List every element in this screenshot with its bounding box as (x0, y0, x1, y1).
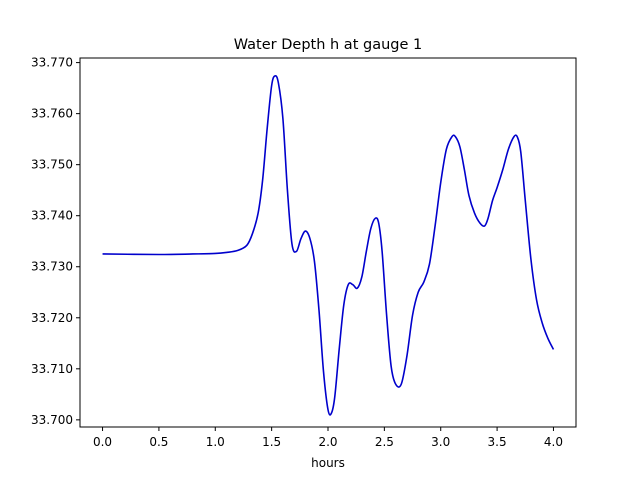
x-tick-label: 2.0 (318, 435, 337, 449)
y-tick-label: 33.770 (31, 56, 73, 70)
x-tick-label: 3.0 (431, 435, 450, 449)
y-tick-label: 33.700 (31, 413, 73, 427)
x-axis: 0.0 0.5 1.0 1.5 2.0 2.5 3.0 3.5 4.0 (93, 427, 563, 449)
x-tick-label: 3.5 (488, 435, 507, 449)
x-axis-label: hours (311, 456, 345, 470)
x-tick-label: 1.5 (262, 435, 281, 449)
x-tick-label: 0.5 (149, 435, 168, 449)
x-tick-label: 2.5 (375, 435, 394, 449)
y-tick-label: 33.750 (31, 158, 73, 172)
y-tick-label: 33.730 (31, 260, 73, 274)
y-tick-label: 33.720 (31, 311, 73, 325)
y-axis: 33.700 33.710 33.720 33.730 33.740 33.750 33.7… (31, 56, 80, 427)
chart-title: Water Depth h at gauge 1 (234, 37, 422, 53)
x-tick-label: 4.0 (544, 435, 563, 449)
series-layer (102, 74, 555, 416)
x-tick-label: 0.0 (93, 435, 112, 449)
series-line-0 (102, 74, 555, 416)
y-tick-label: 33.760 (31, 107, 73, 121)
y-tick-label: 33.740 (31, 209, 73, 223)
y-tick-label: 33.710 (31, 362, 73, 376)
x-tick-label: 1.0 (206, 435, 225, 449)
